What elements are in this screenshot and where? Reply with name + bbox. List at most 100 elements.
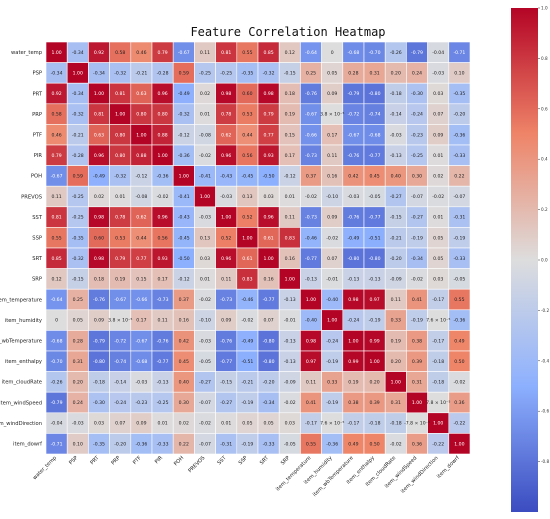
cell-value: -0.13 <box>284 297 296 303</box>
cell-value: 0.38 <box>348 400 358 406</box>
cell-value: 0.02 <box>433 174 443 180</box>
row-label: PRT <box>32 91 42 97</box>
cell-value: -0.22 <box>453 421 465 427</box>
cell-value: -0.05 <box>284 441 296 447</box>
chart-title: Feature Correlation Heatmap <box>190 25 385 39</box>
cell-value: 1.00 <box>157 153 167 159</box>
cell-value: 0.11 <box>306 380 316 386</box>
cell-value: -0.08 <box>199 132 211 138</box>
cell-value: 3.8 × 10⁻⁵ <box>320 112 344 118</box>
cell-value: 0.18 <box>285 91 295 97</box>
column-label: PRT <box>89 455 101 467</box>
cell-value: 0.07 <box>433 112 443 118</box>
heatmap-cell <box>448 433 471 455</box>
cell-value: -0.02 <box>390 441 402 447</box>
cell-value: 0.20 <box>391 359 401 365</box>
cell-value: 0.17 <box>285 153 295 159</box>
cell-value: -0.72 <box>114 338 126 344</box>
cell-value: -0.80 <box>369 91 381 97</box>
cell-value: 0.01 <box>285 194 295 200</box>
cell-value: 3.8 × 10⁻⁵ <box>108 318 132 324</box>
cell-value: -0.19 <box>241 441 253 447</box>
cell-value: 0.11 <box>391 297 401 303</box>
cell-value: 0.42 <box>179 338 189 344</box>
cell-value: 0.28 <box>73 338 83 344</box>
cell-value: 0.99 <box>348 359 358 365</box>
column-label: POH <box>173 455 185 467</box>
cell-value: 0.55 <box>454 297 464 303</box>
cell-value: -0.18 <box>432 359 444 365</box>
cell-value: -0.77 <box>369 215 381 221</box>
cell-value: 0.45 <box>369 174 379 180</box>
cell-value: 0.31 <box>412 380 422 386</box>
cell-value: -0.19 <box>411 235 423 241</box>
cell-value: 0.11 <box>51 194 61 200</box>
cell-value: -0.03 <box>347 194 359 200</box>
cell-value: -0.77 <box>369 153 381 159</box>
cell-value: -0.25 <box>220 71 232 77</box>
cell-value: 0.01 <box>433 215 443 221</box>
cell-value: -0.67 <box>305 112 317 118</box>
cell-value: -0.12 <box>178 132 190 138</box>
cell-value: 0.15 <box>285 132 295 138</box>
cell-value: -0.10 <box>199 318 211 324</box>
cell-value: -0.41 <box>199 174 211 180</box>
cell-value: 0.18 <box>94 277 104 283</box>
cell-value: 0.19 <box>348 380 358 386</box>
cell-value: 0.97 <box>369 297 379 303</box>
cell-value: -0.70 <box>51 359 63 365</box>
cell-value: -0.73 <box>220 297 232 303</box>
cell-value: -0.21 <box>72 132 84 138</box>
cell-value: 7.6 × 10⁻⁵ <box>426 318 450 324</box>
cell-value: 0.77 <box>136 256 146 262</box>
cell-value: -0.31 <box>453 215 465 221</box>
cell-value: -0.28 <box>157 71 169 77</box>
cell-value: 0.79 <box>263 112 273 118</box>
cell-value: 0.79 <box>157 50 167 56</box>
column-label: PTF <box>132 455 143 466</box>
cell-value: -0.73 <box>157 297 169 303</box>
cell-value: -0.19 <box>326 400 338 406</box>
row-label: item_windSpeed <box>0 400 42 406</box>
cell-value: 0.01 <box>221 421 231 427</box>
cell-value: 0.03 <box>200 256 210 262</box>
cell-value: -0.21 <box>135 71 147 77</box>
colorbar: 1.0 0.8 0.6 0.4 0.2 0.0 -0.2 -0.4 -0.6 -0.8 <box>511 6 550 512</box>
cell-value: 0.07 <box>263 318 273 324</box>
cell-value: -0.19 <box>241 400 253 406</box>
cell-value: 0.38 <box>412 338 422 344</box>
cell-value: -0.20 <box>453 112 465 118</box>
cell-value: -0.32 <box>178 112 190 118</box>
cell-value: 0.81 <box>94 112 104 118</box>
cell-value: 1.00 <box>221 215 231 221</box>
cell-value: 0.05 <box>433 235 443 241</box>
heatmap-values: 1.00 -0.34 0.92 0.58 0.46 0.79 -0.67 0.11 0.81 0.… <box>51 50 466 447</box>
cell-value: 0.62 <box>221 132 231 138</box>
cell-value: 1.00 <box>285 277 295 283</box>
cell-value: 0.24 <box>412 71 422 77</box>
cell-value: -0.32 <box>72 256 84 262</box>
cell-value: 0.49 <box>348 441 358 447</box>
cell-value: -0.09 <box>284 380 296 386</box>
cell-value: -0.33 <box>453 153 465 159</box>
cell-value: 0.11 <box>327 153 337 159</box>
cell-value: -0.35 <box>241 71 253 77</box>
cell-value: -0.51 <box>369 235 381 241</box>
cell-value: 1.00 <box>454 441 464 447</box>
column-label: SRT <box>259 455 271 467</box>
cell-value: -0.40 <box>305 318 317 324</box>
cell-value: -0.15 <box>284 71 296 77</box>
cell-value: -0.23 <box>135 400 147 406</box>
cell-value: -0.77 <box>263 297 275 303</box>
column-label: PRP <box>110 455 121 466</box>
cell-value: 0.22 <box>454 174 464 180</box>
cell-value: -0.51 <box>241 359 253 365</box>
cell-value: -0.33 <box>263 441 275 447</box>
cell-value: 0.05 <box>327 71 337 77</box>
row-label: item_humidity <box>5 318 42 324</box>
cell-value: 0.12 <box>285 50 295 56</box>
cell-value: -0.24 <box>347 318 359 324</box>
cell-value: 0.20 <box>73 380 83 386</box>
cell-value: 0.59 <box>179 71 189 77</box>
cell-value: -0.21 <box>241 380 253 386</box>
